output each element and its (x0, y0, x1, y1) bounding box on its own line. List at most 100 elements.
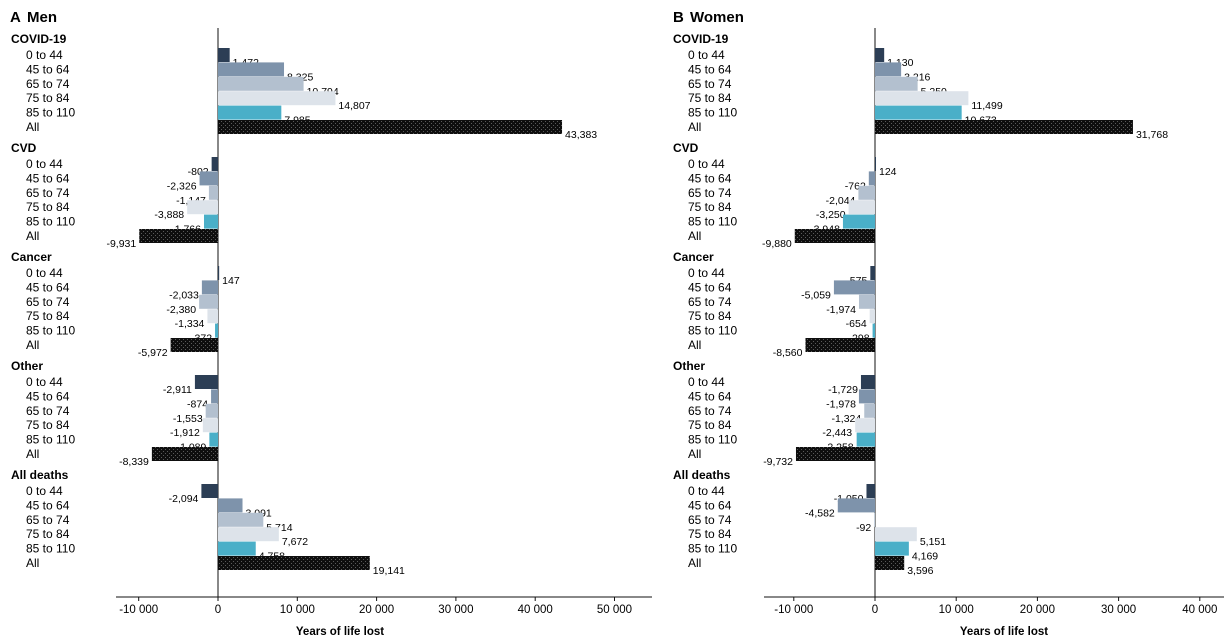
data-label: 19,141 (373, 565, 405, 577)
bar (805, 338, 875, 352)
subgroup-label: All (26, 447, 39, 461)
subgroup-label: 75 to 84 (688, 309, 732, 323)
bar (218, 527, 279, 542)
subgroup-label: 65 to 74 (688, 186, 732, 200)
data-label: -2,094 (169, 493, 199, 505)
bar (868, 171, 875, 186)
bar (842, 214, 875, 229)
bar (875, 91, 969, 106)
subgroup-label: 0 to 44 (688, 157, 725, 171)
bar (151, 447, 218, 461)
bar (875, 157, 877, 171)
bar (870, 266, 875, 280)
bar (875, 541, 909, 556)
data-label: -5,972 (138, 347, 168, 359)
bar (858, 185, 875, 200)
data-label: 43,383 (565, 129, 597, 141)
group-label: COVID-19 (11, 32, 67, 46)
bar (875, 62, 902, 77)
bar (218, 120, 563, 134)
bar (218, 62, 285, 77)
subgroup-label: 75 to 84 (26, 527, 70, 541)
x-axis-label: Years of life lost (296, 626, 384, 638)
bar (201, 280, 218, 295)
data-label: -1,729 (828, 384, 858, 396)
bar (833, 280, 875, 295)
subgroup-label: 45 to 64 (26, 171, 70, 185)
subgroup-label: 45 to 64 (26, 280, 70, 294)
panel-title: Men (27, 9, 57, 26)
bar (869, 309, 875, 324)
data-label: 11,499 (971, 100, 1002, 112)
subgroup-label: 65 to 74 (688, 295, 732, 309)
group-label: All deaths (11, 468, 69, 482)
data-label: 14,807 (338, 100, 370, 112)
subgroup-label: 75 to 84 (688, 200, 732, 214)
bar (207, 309, 218, 324)
subgroup-label: 65 to 74 (688, 513, 732, 527)
subgroup-label: 65 to 74 (26, 404, 70, 418)
bar (866, 484, 875, 498)
subgroup-label: 75 to 84 (688, 91, 732, 105)
subgroup-label: 85 to 110 (26, 324, 75, 338)
data-label: -2,380 (166, 304, 196, 316)
group-label: Cancer (673, 250, 714, 264)
x-tick-label: 40 000 (518, 604, 553, 616)
data-label: 4,169 (912, 551, 938, 563)
subgroup-label: All (688, 556, 701, 570)
bar (855, 418, 875, 433)
data-label: -2,033 (169, 289, 199, 301)
subgroup-label: 85 to 110 (26, 433, 75, 447)
bar (875, 527, 917, 542)
subgroup-label: 65 to 74 (26, 513, 70, 527)
data-label: 7,672 (282, 536, 308, 548)
data-label: -2,443 (822, 427, 852, 439)
bar (856, 432, 875, 447)
data-label: -3,888 (154, 209, 184, 221)
subgroup-label: 65 to 74 (26, 295, 70, 309)
bar (211, 157, 218, 171)
bar (860, 375, 875, 389)
subgroup-label: 45 to 64 (26, 389, 70, 403)
subgroup-label: 0 to 44 (26, 484, 63, 498)
subgroup-label: All (688, 229, 701, 243)
data-label: 31,768 (1136, 129, 1168, 141)
data-label: -8,560 (773, 347, 803, 359)
subgroup-label: 45 to 64 (26, 498, 70, 512)
data-label: -1,553 (173, 413, 203, 425)
bar (208, 185, 218, 200)
subgroup-label: 0 to 44 (688, 484, 725, 498)
data-label: 124 (879, 166, 897, 178)
bar (858, 294, 875, 309)
bar (875, 105, 962, 120)
bar (864, 403, 875, 418)
group-label: CVD (673, 141, 699, 155)
bar (874, 512, 876, 527)
bar (794, 229, 875, 243)
subgroup-label: 45 to 64 (26, 62, 70, 76)
subgroup-label: 75 to 84 (26, 91, 70, 105)
subgroup-label: All (688, 338, 701, 352)
subgroup-label: All (26, 338, 39, 352)
subgroup-label: 75 to 84 (688, 527, 732, 541)
x-tick-label: 20 000 (359, 604, 394, 616)
bar (218, 266, 220, 280)
bar (218, 91, 336, 106)
data-label: -874 (187, 398, 208, 410)
bar (205, 403, 218, 418)
subgroup-label: 0 to 44 (26, 157, 63, 171)
subgroup-label: All (26, 229, 39, 243)
bar (218, 541, 256, 556)
subgroup-label: 65 to 74 (26, 77, 70, 91)
bar (194, 375, 218, 389)
bar (218, 48, 230, 62)
bar (218, 512, 264, 527)
bar (199, 294, 218, 309)
subgroup-label: 75 to 84 (688, 418, 732, 432)
panel-letter: B (673, 9, 684, 26)
bar (837, 498, 875, 513)
bar (215, 323, 218, 338)
subgroup-label: 85 to 110 (688, 215, 737, 229)
x-tick-label: 0 (872, 604, 878, 616)
